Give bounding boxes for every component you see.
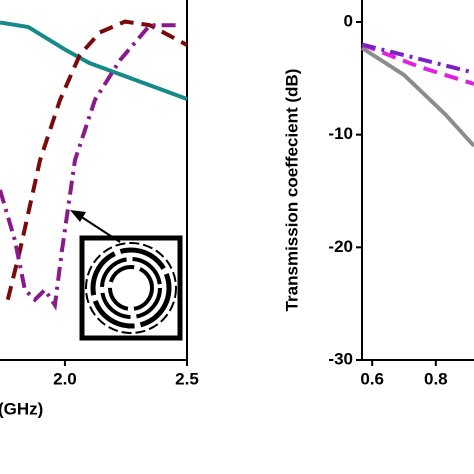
inset-arrow — [70, 210, 121, 243]
line-series — [360, 46, 474, 148]
line-series — [361, 42, 474, 75]
x-tick-label: 2.0 — [53, 369, 77, 388]
y-tick-label: 0 — [344, 11, 353, 30]
line-series — [5, 19, 188, 301]
plot: 0.6 0.8 0 -10 -20 -30 — [328, 0, 474, 388]
y-axis-label: Transmission coeffecient (dB) — [282, 69, 301, 312]
line-series — [0, 20, 188, 101]
y-tick-label: -10 — [328, 124, 353, 143]
line-series — [0, 23, 180, 311]
line-series — [361, 42, 474, 86]
x-tick-label: 0.8 — [424, 369, 448, 388]
x-tick-label: 0.6 — [360, 369, 384, 388]
x-tick-label: 2.5 — [175, 369, 199, 388]
y-tick-label: -30 — [328, 349, 353, 368]
x-axis-label: (GHz) — [0, 399, 43, 418]
y-tick-label: -20 — [328, 237, 353, 256]
plot: 2.0 2.5 — [0, 0, 199, 388]
inset-resonator — [79, 235, 183, 341]
